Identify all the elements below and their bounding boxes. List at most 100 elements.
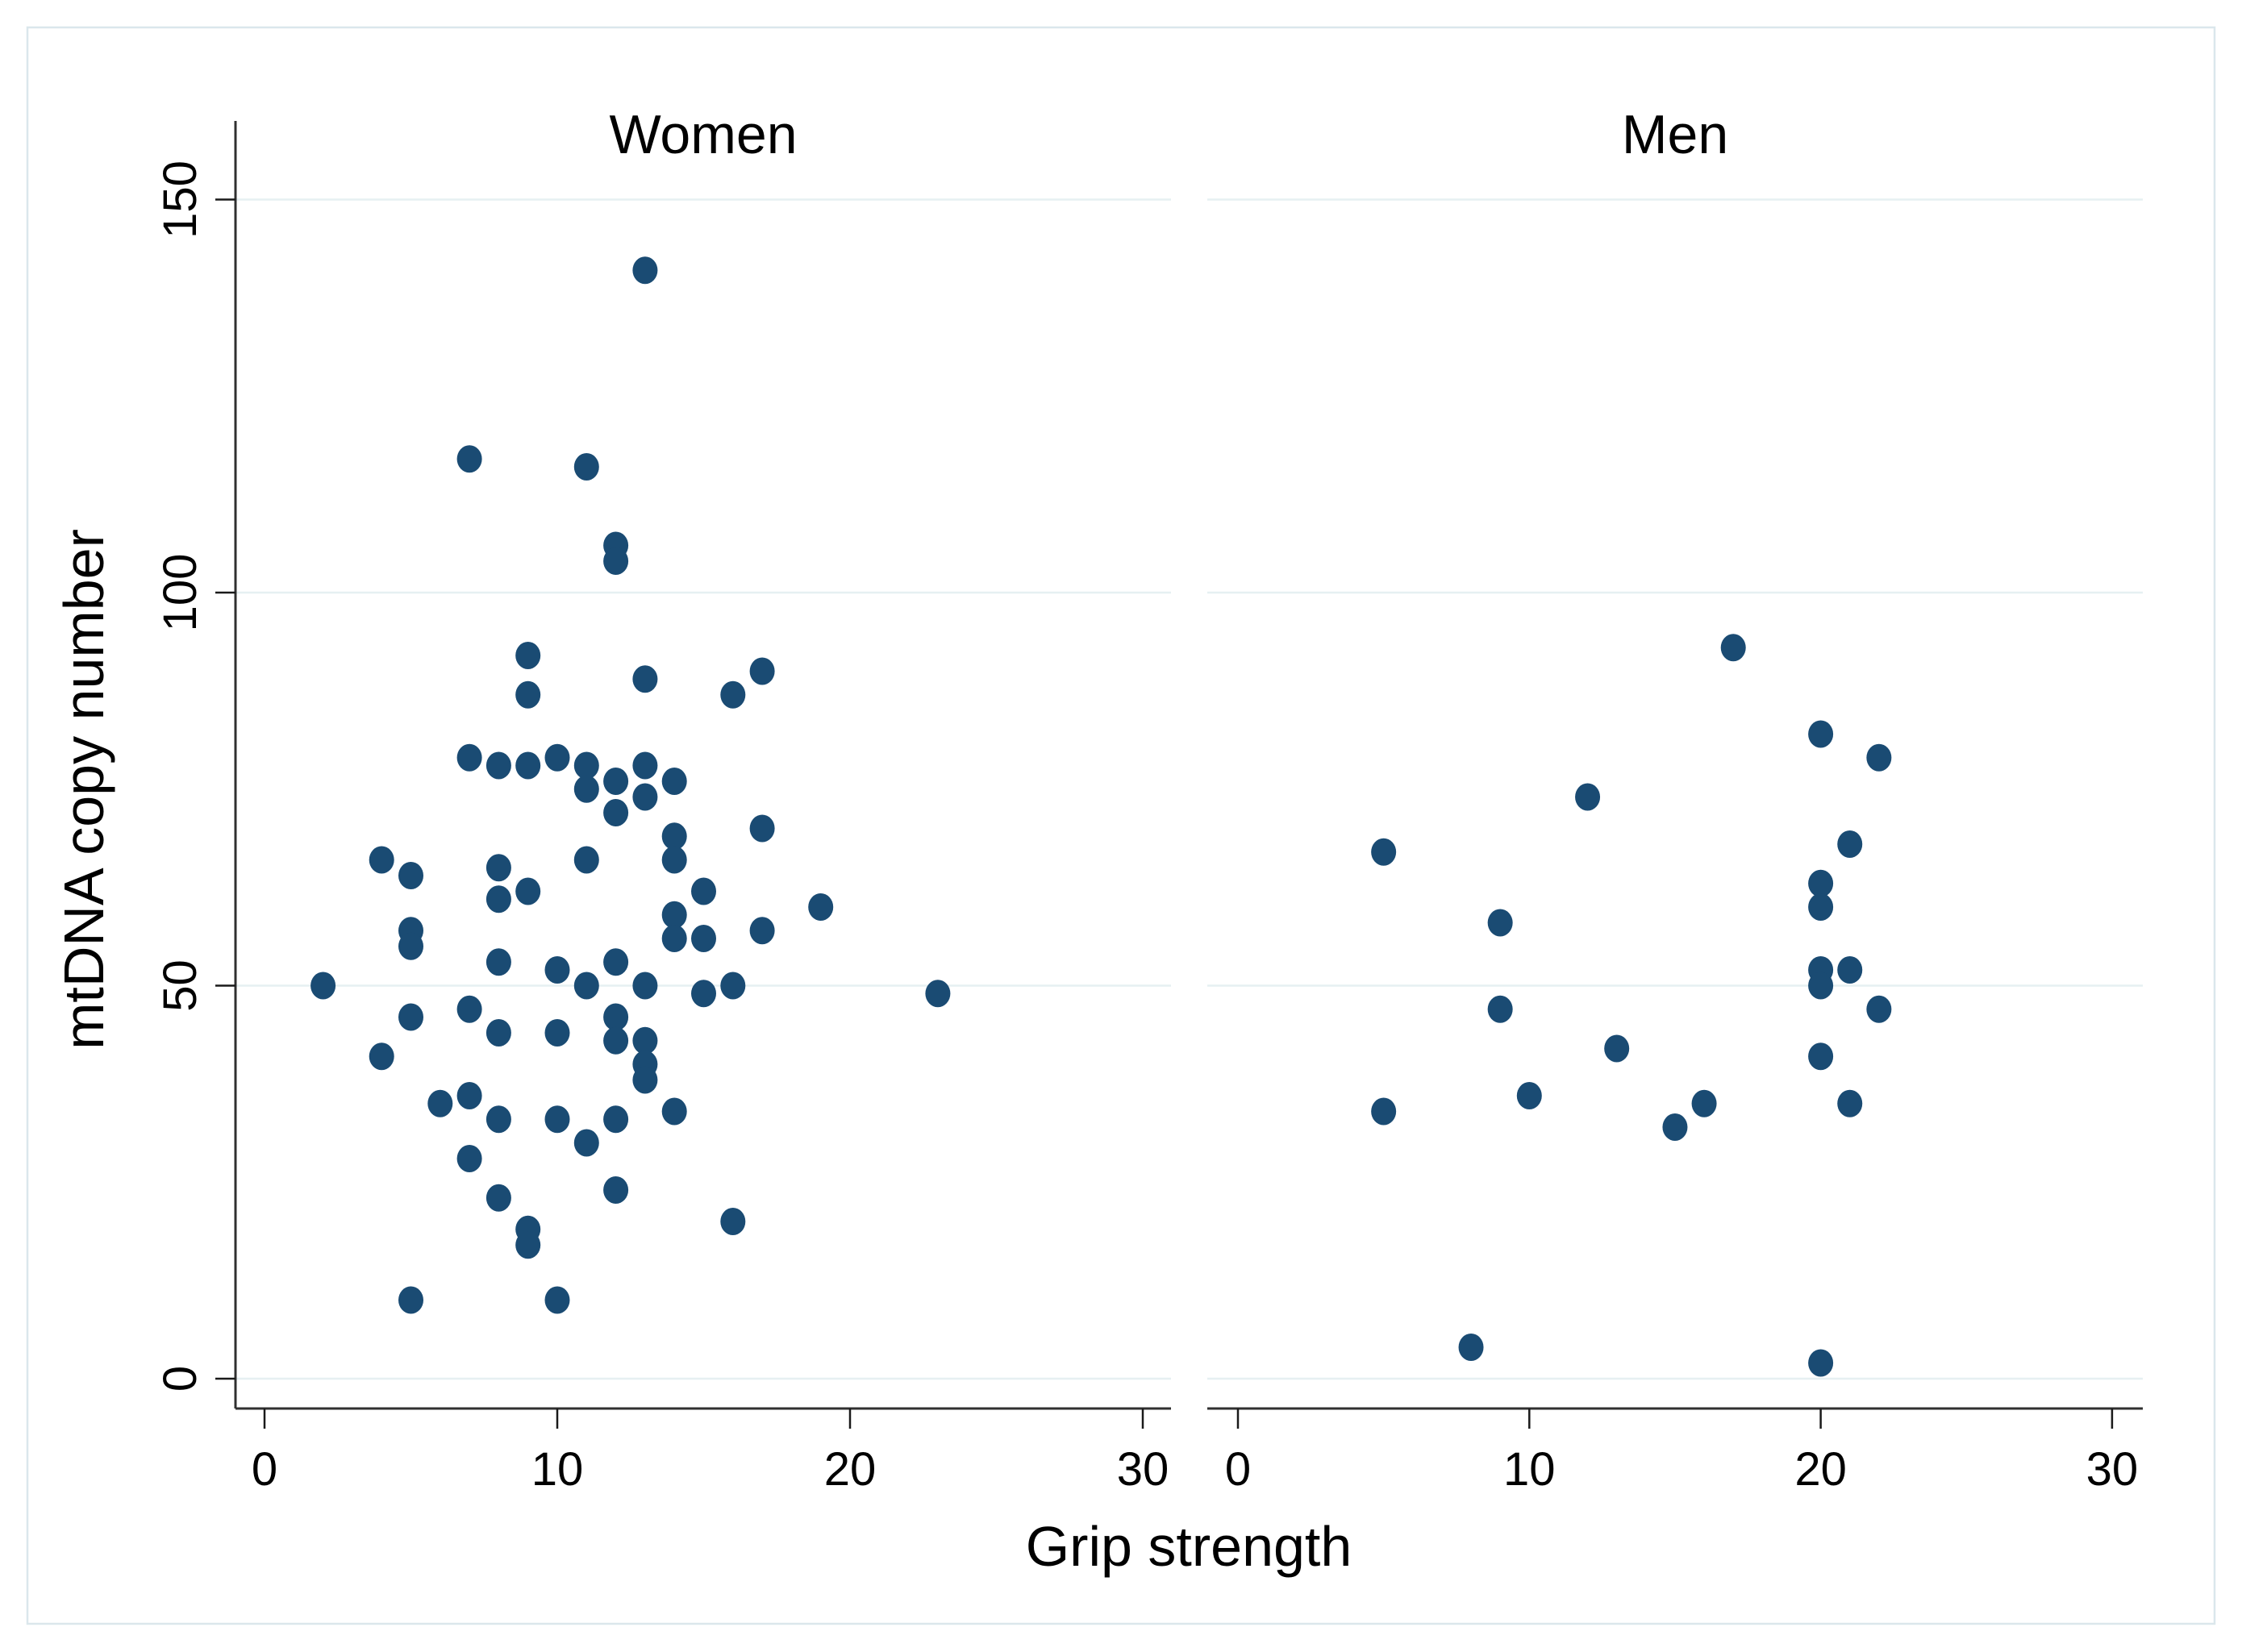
x-tick-label-women-10: 10 [531,1443,584,1496]
data-point [691,877,716,905]
x-tick-label-women-20: 20 [824,1443,877,1496]
data-point [1808,720,1834,748]
data-point [1720,634,1746,662]
data-point [544,956,570,984]
data-point [515,1231,541,1259]
data-point [632,665,658,693]
data-point [632,751,658,780]
data-point [369,1042,394,1071]
data-point [485,751,511,780]
x-tick-label-women-30: 30 [1117,1443,1169,1496]
data-point [456,1145,482,1172]
points-group-women [310,256,951,1314]
data-point [603,768,629,795]
data-point [603,799,629,826]
data-point [398,862,423,889]
data-point [515,751,541,780]
y-tick-label-100: 100 [154,554,206,632]
data-point [485,1184,511,1212]
data-point [1866,743,1892,772]
data-point [573,775,599,803]
data-point [573,846,599,874]
points-group-men [1371,634,1892,1377]
data-point [603,948,629,976]
data-point [603,547,629,575]
data-point [1371,1097,1397,1126]
data-point [1371,838,1397,866]
data-point [398,932,423,960]
data-point [632,783,658,811]
data-point [1604,1034,1630,1063]
data-point [544,1019,570,1047]
data-point [1575,783,1601,811]
x-tick-label-men-0: 0 [1225,1443,1251,1496]
data-point [691,980,716,1008]
x-tick-label-men-20: 20 [1794,1443,1847,1496]
data-point [691,925,716,952]
data-point [1662,1113,1688,1141]
data-point [603,1003,629,1031]
data-point [925,980,951,1008]
data-point [485,885,511,913]
data-point [515,642,541,669]
panel-title-men: Men [1622,104,1728,165]
data-point [749,814,775,843]
data-point [1808,972,1834,1000]
data-point [661,1097,687,1126]
data-point [632,256,658,285]
data-point [603,1176,629,1204]
y-axis-title: mtDNA copy number [52,529,115,1050]
x-axis-title: Grip strength [1026,1515,1352,1578]
data-point [661,925,687,952]
data-point [632,1026,658,1055]
data-point [544,1105,570,1134]
data-point [603,1105,629,1134]
data-point [1808,893,1834,921]
data-point [1837,830,1863,858]
x-tick-label-women-0: 0 [252,1443,277,1496]
data-point [1866,995,1892,1023]
data-point [427,1089,453,1117]
data-point [632,972,658,1000]
data-point [456,995,482,1023]
data-point [720,680,746,709]
x-tick-label-men-30: 30 [2086,1443,2139,1496]
data-point [749,917,775,945]
panel-title-women: Women [609,104,797,165]
data-point [573,453,599,481]
data-point [720,972,746,1000]
data-point [515,680,541,709]
data-point [749,657,775,685]
data-point [632,1066,658,1094]
data-point [369,846,394,874]
data-point [661,768,687,795]
data-point [310,972,336,1000]
data-point [1808,869,1834,897]
data-point [1487,995,1513,1023]
data-point [456,743,482,772]
data-point [398,1003,423,1031]
data-point [456,445,482,473]
data-point [1837,956,1863,984]
data-point [456,1082,482,1109]
data-point [1691,1089,1717,1117]
data-point [544,1286,570,1314]
data-point [1808,1349,1834,1377]
y-tick-label-150: 150 [154,160,206,239]
data-point [485,1019,511,1047]
data-point [1458,1334,1484,1361]
data-point [1808,1042,1834,1071]
data-point [544,743,570,772]
data-point [485,948,511,976]
data-point [661,822,687,851]
data-point [398,1286,423,1314]
data-point [603,1026,629,1055]
data-point [661,846,687,874]
data-point [720,1208,746,1235]
data-point [808,893,834,921]
y-tick-label-0: 0 [154,1366,206,1392]
data-point [661,901,687,929]
